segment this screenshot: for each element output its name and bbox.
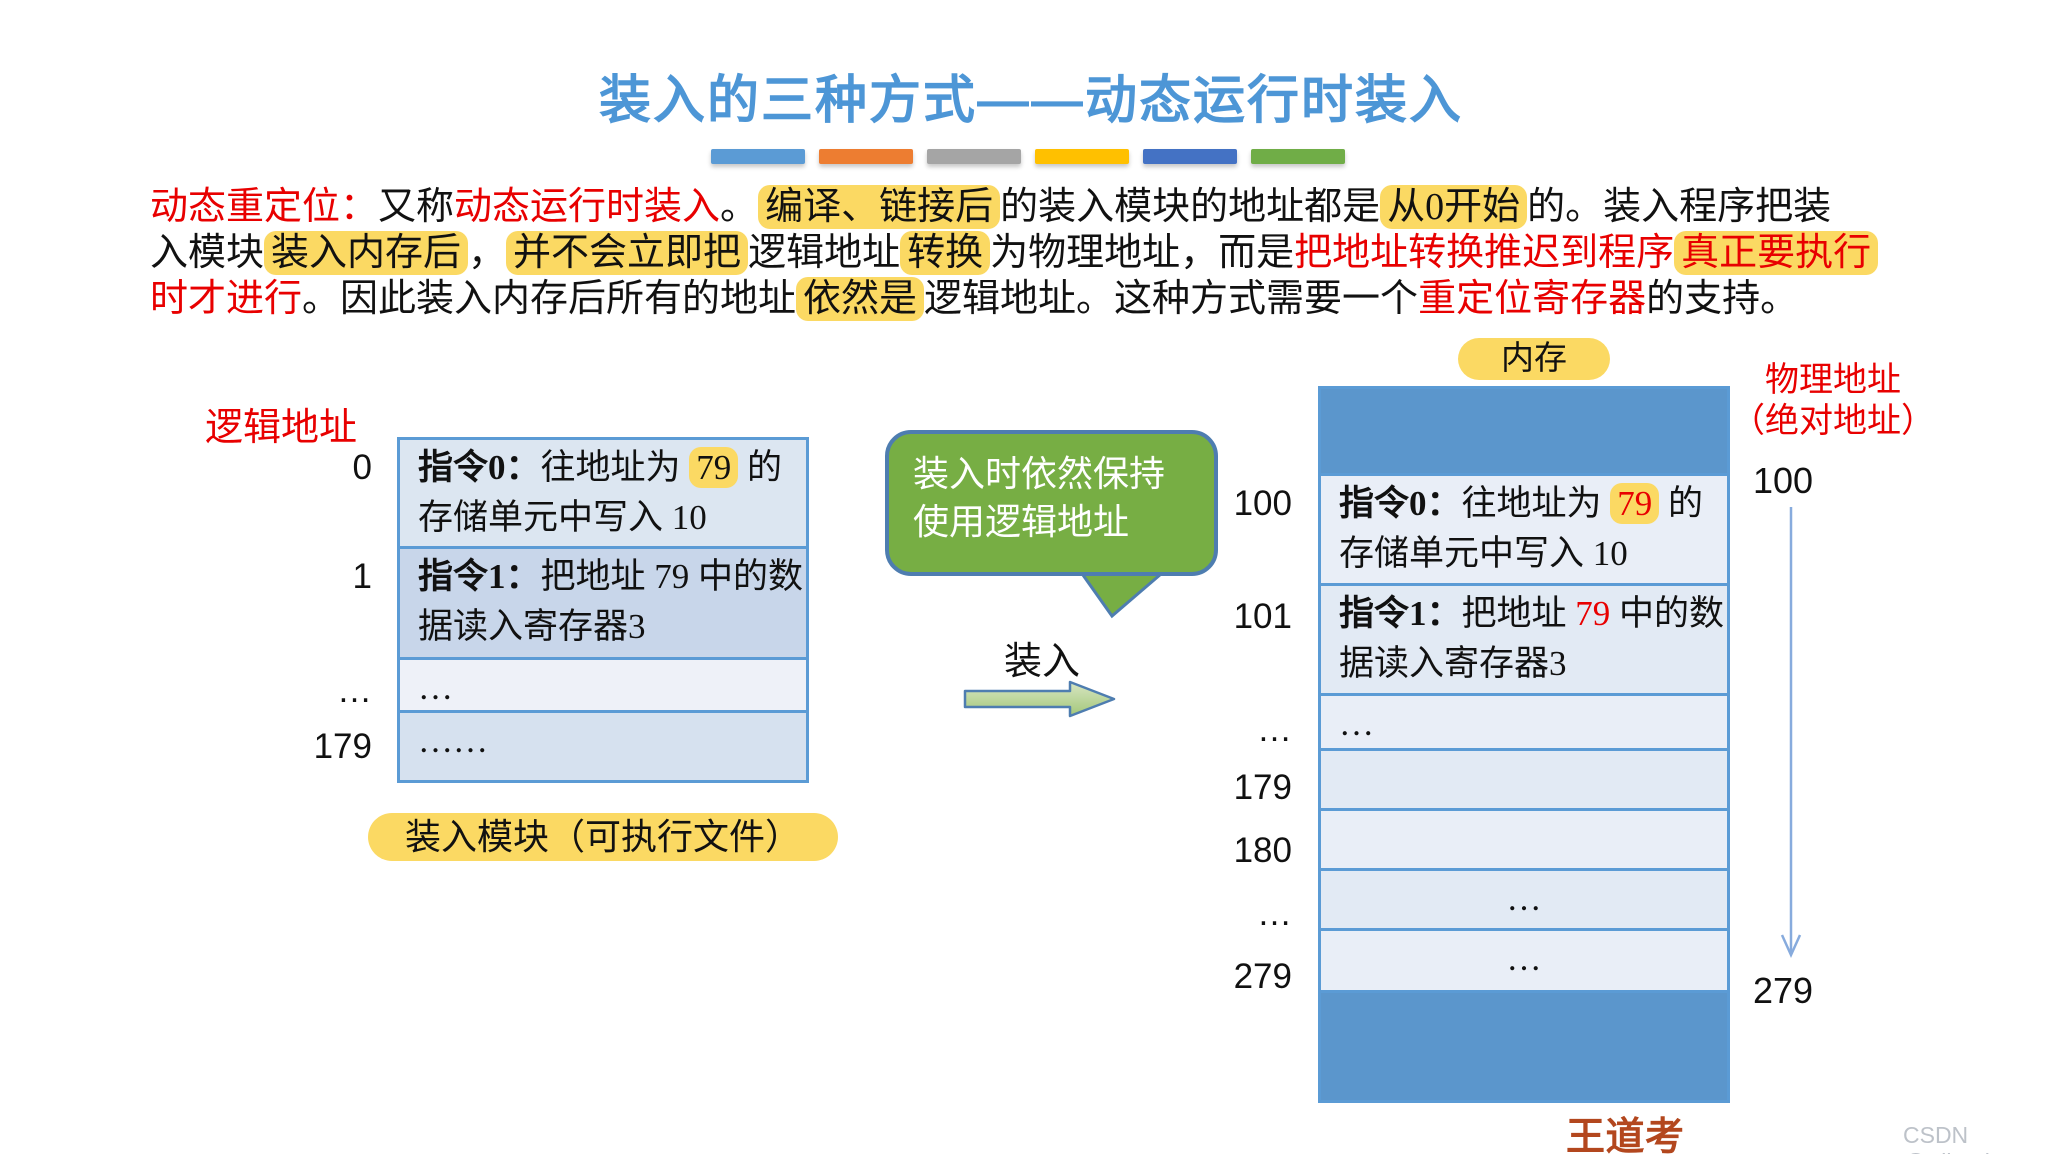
text-segment: 的支持。 xyxy=(1646,278,1799,320)
text-segment: 的。装入程序把装 xyxy=(1527,186,1832,228)
table-row: …… xyxy=(400,710,806,780)
text-segment: … xyxy=(1339,704,1374,743)
page-title: 装入的三种方式——动态运行时装入 xyxy=(598,72,1463,130)
text-segment: … xyxy=(1506,939,1542,978)
paragraph-line: 入模块 装入内存后，并不会立即把 逻辑地址 转换 为物理地址，而是把地址转换推迟到程序真… xyxy=(150,230,1940,276)
address-label: … xyxy=(1257,894,1292,933)
text-segment: 重定位寄存器 xyxy=(1418,278,1647,320)
text-segment: 从0开始 xyxy=(1380,185,1528,229)
text-segment: 的存储单元中写入 10 xyxy=(418,448,783,537)
table-row xyxy=(1321,990,1727,1100)
table-row: 指令0：往地址为 79 的存储单元中写入 10 xyxy=(1321,473,1727,583)
text-segment: 中的数据读入寄存器3 xyxy=(1339,594,1725,683)
logical-address-label: 逻辑地址 xyxy=(205,407,358,449)
physical-address-label: 物理地址 （绝对地址） xyxy=(1726,360,1940,442)
table-row: … xyxy=(400,657,806,710)
text-segment: 79 xyxy=(1575,594,1611,633)
address-label: … xyxy=(337,671,372,710)
accent-bar xyxy=(819,149,913,164)
accent-bar xyxy=(1251,149,1345,164)
text-segment: 入模块 xyxy=(150,232,265,274)
physical-address-line: 物理地址 xyxy=(1765,362,1901,399)
address-label: … xyxy=(1257,710,1292,749)
physical-range-end: 279 xyxy=(1753,970,1814,1011)
text-segment: 。因此装入内存后所有的地址 xyxy=(302,278,797,320)
callout-bubble: 装入时依然保持 使用逻辑地址 xyxy=(885,430,1218,576)
text-segment: 的装入模块的地址都是 xyxy=(1000,186,1381,228)
table-row: 指令0：往地址为 79 的存储单元中写入 10 xyxy=(400,440,806,546)
address-label: 180 xyxy=(1233,831,1292,870)
text-segment: 逻辑地址。这种方式需要一个 xyxy=(924,278,1419,320)
table-row: 指令1：把地址 79 中的数据读入寄存器3 xyxy=(400,546,806,657)
text-segment: 动态运行时装入 xyxy=(454,186,721,228)
memory-table: 指令0：往地址为 79 的存储单元中写入 10 指令1：把地址 79 中的数据读入… xyxy=(1318,386,1730,1103)
load-module-table: 指令0：往地址为 79 的存储单元中写入 10 指令1：把地址 79 中的数据读入… xyxy=(397,437,809,783)
text-segment: 编译、链接后 xyxy=(758,185,1001,229)
csdn-watermark: CSDN @Viktoriae xyxy=(1903,1122,2015,1154)
load-arrow-icon xyxy=(963,680,1116,718)
text-segment: 依然是 xyxy=(796,277,925,321)
memory-label: 内存 xyxy=(1458,338,1610,380)
definition-paragraph: 动态重定位：又称动态运行时装入。 编译、链接后 的装入模块的地址都是 从0开始 的。装入… xyxy=(150,184,1940,322)
text-segment: ， xyxy=(468,232,507,274)
table-row: 指令1：把地址 79 中的数据读入寄存器3 xyxy=(1321,583,1727,693)
paragraph-line: 时才进行。因此装入内存后所有的地址 依然是 逻辑地址。这种方式需要一个重定位寄存器的… xyxy=(150,276,1940,322)
text-segment: 动态重定位： xyxy=(150,186,379,228)
callout-line: 装入时依然保持 xyxy=(913,454,1166,494)
accent-bar xyxy=(927,149,1021,164)
physical-range-arrow xyxy=(1780,507,1802,959)
text-segment: … xyxy=(418,668,453,707)
accent-bar-row xyxy=(711,149,1345,164)
table-row xyxy=(1321,808,1727,868)
text-segment: 转换 xyxy=(900,231,991,275)
address-label: 179 xyxy=(1233,768,1292,807)
address-label: 0 xyxy=(352,448,372,487)
accent-bar xyxy=(1035,149,1129,164)
text-segment: 往地址为 xyxy=(1461,484,1611,523)
text-segment: 。 xyxy=(720,186,759,228)
paragraph-line: 动态重定位：又称动态运行时装入。 编译、链接后 的装入模块的地址都是 从0开始 的。装入… xyxy=(150,184,1940,230)
text-segment: … xyxy=(1506,879,1542,918)
load-module-caption: 装入模块（可执行文件） xyxy=(368,813,838,861)
physical-range-start: 100 xyxy=(1753,460,1814,501)
table-row: … xyxy=(1321,693,1727,748)
physical-address-line: （绝对地址） xyxy=(1731,403,1935,440)
address-label: 101 xyxy=(1233,597,1292,636)
address-label: 179 xyxy=(313,727,372,766)
text-segment: 逻辑地址 xyxy=(748,232,901,274)
text-segment: 的存储单元中写入 10 xyxy=(1339,484,1704,573)
text-segment: 时才进行 xyxy=(150,278,303,320)
text-segment: 指令0： xyxy=(1339,484,1462,523)
address-label: 100 xyxy=(1233,484,1292,523)
text-segment: 把地址转换推迟到程序 xyxy=(1294,232,1675,274)
text-segment: 把地址 79 中的数据读入寄存器3 xyxy=(418,557,804,646)
text-segment: 指令1： xyxy=(1339,594,1462,633)
address-label: 279 xyxy=(1233,957,1292,996)
table-row: … xyxy=(1321,928,1727,990)
text-segment: 指令0： xyxy=(418,448,541,487)
accent-bar xyxy=(711,149,805,164)
brand-watermark: 王道考研/CSKAOYAN.COM xyxy=(1566,1116,1685,1154)
text-segment: 装入内存后 xyxy=(264,231,469,275)
text-segment: 79 xyxy=(689,447,739,488)
text-segment: 把地址 xyxy=(1461,594,1576,633)
text-segment: 往地址为 xyxy=(540,448,690,487)
text-segment: 又称 xyxy=(378,186,455,228)
text-segment: 为物理地址，而是 xyxy=(990,232,1295,274)
table-row: … xyxy=(1321,868,1727,928)
text-segment: 79 xyxy=(1610,483,1660,524)
table-row xyxy=(1321,389,1727,473)
address-label: 1 xyxy=(352,557,372,596)
text-segment: …… xyxy=(418,721,488,760)
load-arrow-label: 装入 xyxy=(1004,641,1081,683)
text-segment: 真正要执行 xyxy=(1674,231,1879,275)
text-segment: 指令1： xyxy=(418,557,541,596)
accent-bar xyxy=(1143,149,1237,164)
text-segment: 并不会立即把 xyxy=(506,231,749,275)
callout-line: 使用逻辑地址 xyxy=(913,502,1130,542)
table-row xyxy=(1321,748,1727,808)
